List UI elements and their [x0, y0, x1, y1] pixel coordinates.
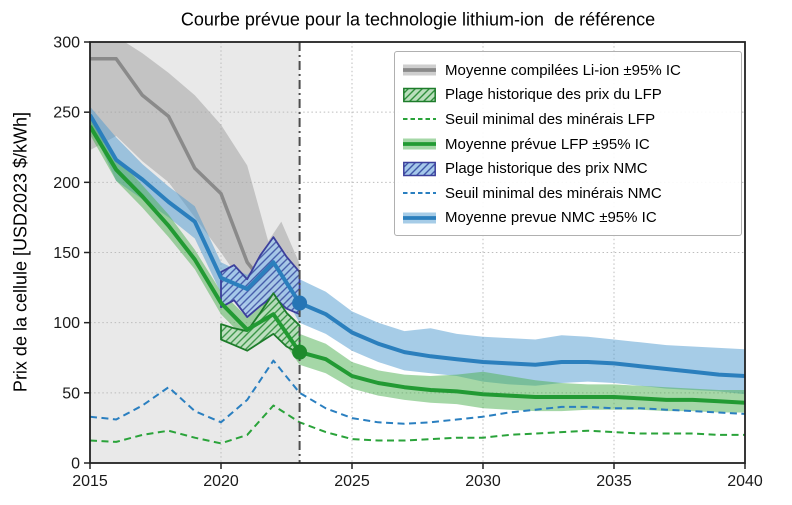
marker-nmc_forecast — [292, 295, 308, 311]
legend-swatch-nmc_hist_range — [403, 161, 436, 176]
legend-label-nmc_forecast: Moyenne prevue NMC ±95% IC — [445, 209, 657, 227]
x-tick-label: 2040 — [727, 473, 763, 490]
x-tick-label: 2035 — [596, 473, 632, 490]
y-tick-label: 200 — [53, 175, 80, 192]
legend-swatch-lfp_hist_range — [403, 87, 436, 103]
chart-title: Courbe prévue pour la technologie lithiu… — [180, 9, 656, 30]
y-tick-label: 300 — [53, 35, 80, 52]
legend-swatch-lfp_forecast — [403, 138, 436, 150]
line-lfp_forecast — [90, 125, 745, 405]
x-tick-label: 2025 — [334, 473, 370, 490]
legend-entry-nmc_mineral_floor: Seuil minimal des minérais NMC — [403, 181, 733, 206]
legend-swatch-li_ion_compiled — [403, 64, 436, 76]
legend-label-nmc_hist_range: Plage historique des prix NMC — [445, 160, 648, 178]
legend-label-nmc_mineral_floor: Seuil minimal des minérais NMC — [445, 184, 662, 202]
legend-label-lfp_mineral_floor: Seuil minimal des minérais LFP — [445, 110, 656, 128]
x-tick-label: 2030 — [465, 473, 501, 490]
legend-entry-lfp_hist_range: Plage historique des prix du LFP — [403, 83, 733, 108]
band-nmc_forecast — [90, 106, 745, 395]
x-tick-label: 2020 — [203, 473, 239, 490]
legend-swatch-nmc_forecast — [403, 212, 436, 224]
y-tick-label: 50 — [62, 385, 80, 402]
marker-lfp_forecast — [292, 344, 308, 360]
legend-entry-li_ion_compiled: Moyenne compilées Li-ion ±95% IC — [403, 58, 733, 83]
legend-entry-nmc_hist_range: Plage historique des prix NMC — [403, 156, 733, 181]
legend-entry-lfp_mineral_floor: Seuil minimal des minérais LFP — [403, 107, 733, 132]
line-nmc_forecast — [90, 113, 745, 378]
y-tick-label: 150 — [53, 245, 80, 262]
y-tick-label: 0 — [71, 456, 80, 473]
x-tick-label: 2015 — [72, 473, 108, 490]
y-tick-label: 250 — [53, 105, 80, 122]
legend-label-lfp_forecast: Moyenne prévue LFP ±95% IC — [445, 135, 650, 153]
y-tick-label: 100 — [53, 315, 80, 332]
legend-swatch-nmc_mineral_floor — [403, 192, 436, 195]
band-li_ion_compiled — [90, 42, 300, 313]
legend-entry-nmc_forecast: Moyenne prevue NMC ±95% IC — [403, 206, 733, 231]
line-nmc_mineral_floor — [90, 359, 745, 425]
legend-label-li_ion_compiled: Moyenne compilées Li-ion ±95% IC — [445, 61, 681, 79]
legend-label-lfp_hist_range: Plage historique des prix du LFP — [445, 86, 662, 104]
legend-entry-lfp_forecast: Moyenne prévue LFP ±95% IC — [403, 132, 733, 157]
y-axis-label: Prix de la cellule [USD2023 $/kWh] — [10, 111, 31, 393]
legend: Moyenne compilées Li-ion ±95% IC Plage hi… — [394, 51, 742, 237]
legend-swatch-lfp_mineral_floor — [403, 118, 436, 121]
